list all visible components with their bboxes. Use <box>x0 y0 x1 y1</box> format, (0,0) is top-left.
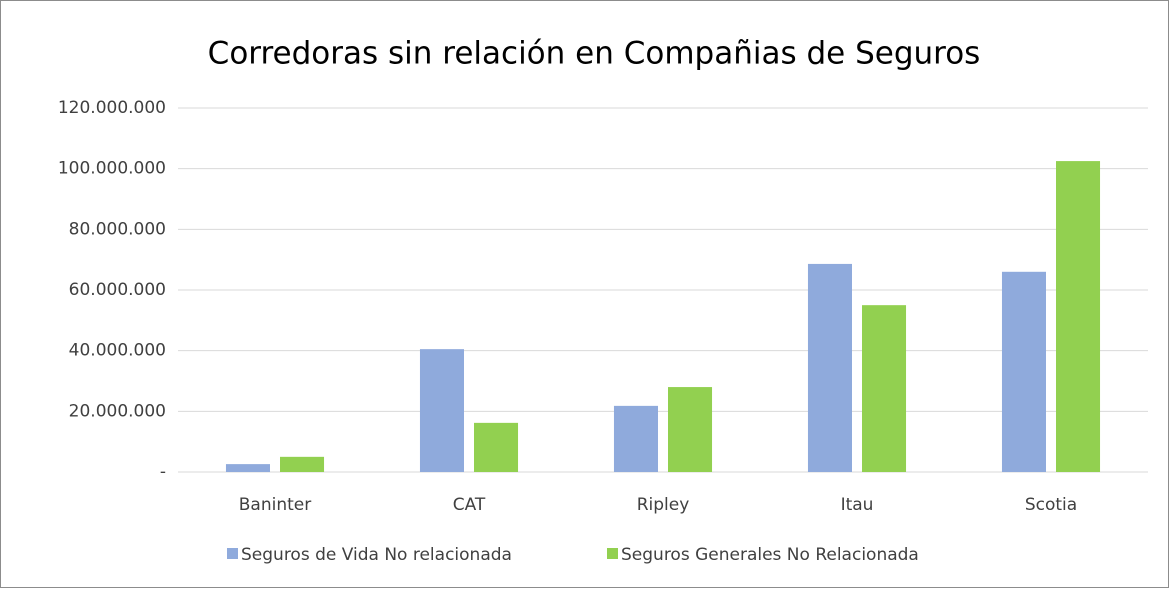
y-tick-label: 60.000.000 <box>69 280 166 300</box>
legend-swatch <box>607 548 618 559</box>
bar <box>419 349 464 472</box>
bar <box>225 464 270 472</box>
bar <box>474 422 519 472</box>
y-tick-label: 100.000.000 <box>58 159 166 179</box>
y-tick-label: - <box>160 462 166 482</box>
bar <box>862 305 907 472</box>
bar <box>668 387 713 472</box>
y-tick-label: 20.000.000 <box>69 401 166 421</box>
legend-label: Seguros Generales No Relacionada <box>621 545 919 565</box>
x-tick-label: Itau <box>841 495 874 515</box>
bar <box>613 405 658 472</box>
legend-swatch <box>227 548 238 559</box>
y-tick-label: 40.000.000 <box>69 341 166 361</box>
y-tick-label: 120.000.000 <box>58 98 166 118</box>
y-tick-label: 80.000.000 <box>69 219 166 239</box>
x-tick-label: CAT <box>453 495 486 515</box>
x-tick-label: Scotia <box>1025 495 1077 515</box>
x-tick-label: Ripley <box>637 495 690 515</box>
x-tick-label: Baninter <box>239 495 311 515</box>
bar <box>1001 271 1046 472</box>
bar <box>1056 161 1101 473</box>
chart-title: Corredoras sin relación en Compañias de … <box>208 36 981 72</box>
bar <box>280 456 325 472</box>
legend-label: Seguros de Vida No relacionada <box>241 545 512 565</box>
bar <box>807 263 852 472</box>
